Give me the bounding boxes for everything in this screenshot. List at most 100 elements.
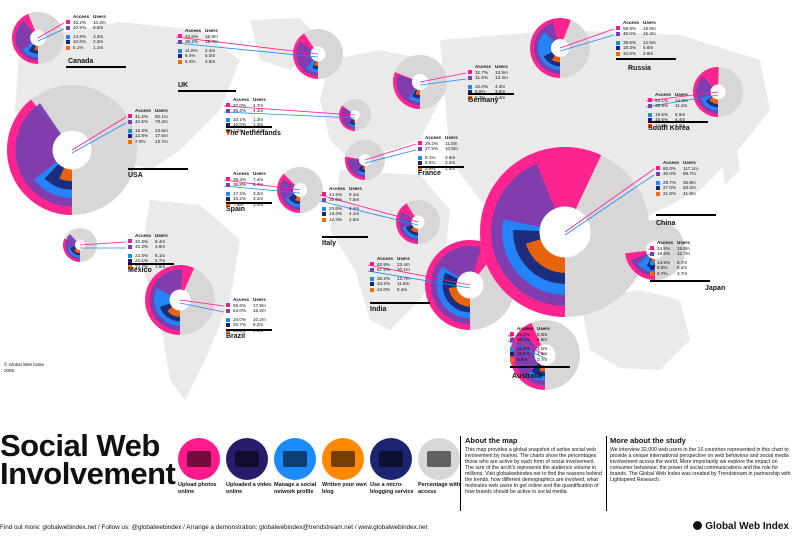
users-header: Users [205,28,218,33]
stats-row: 46.2% 10.2m [66,20,106,26]
users-value: 12.7m [677,251,690,257]
access-header: Access [73,14,90,19]
metric-icon [66,40,70,45]
country-name-russia: Russia [628,65,651,72]
country-underline [226,202,272,204]
access-value: 14.9% [73,33,87,39]
leader-line-canada [37,22,65,39]
access-value: 11.6% [185,47,198,53]
access-header: Access [135,233,152,238]
stats-row: 48.0% 15.3m [616,31,656,37]
metric-icon [178,39,182,44]
metric-icon [616,51,620,56]
country-name-italy: Italy [322,240,337,247]
access-header: Access [233,97,250,102]
stats-panel-india: Access Users 63.9% 22.4m 57.5% 20.1m 36.2% 12.7… [370,256,410,293]
users-value: 20.1m [397,267,410,273]
metric-icon [322,206,326,211]
access-value: 43.5% [329,191,343,197]
leader-line-germany [419,78,467,86]
stats-row: 27.0% 53.2m [656,185,698,191]
leader-line-netherlands [223,111,356,119]
stats-row: 54.0% 16.2m [226,308,266,314]
metric-icon [226,128,230,133]
users-value: 79.2m [155,119,168,125]
users-value: 4.9m [537,337,548,343]
legend-item-3: Written your own blog [322,438,372,495]
leader-line-germany [419,72,467,83]
metric-icon [322,217,326,222]
country-name-china: China [656,220,676,227]
metric-icon [128,139,132,144]
metric-icon [616,26,620,31]
users-value: 5.2m [677,265,688,271]
stats-row: 3.5% 0.44m [226,128,266,134]
leader-line-india [367,264,471,286]
stats-row: 63.9% 22.4m [370,262,410,268]
leader-line-italy [319,200,419,226]
footer-links[interactable]: Find out more: globalwebindex.net / Foll… [0,524,428,531]
access-value: 9.1% [425,154,436,160]
stats-row: 59.6% 17.9m [226,303,266,309]
stats-row: 39.4% 7.4m [226,177,266,183]
metric-icon [178,54,182,59]
metric-icon [656,191,660,196]
leader-line-uk [175,36,319,55]
stats-row: 8.0% 5.2m [650,265,690,271]
stats-row: 42.6% 79.2m [128,119,168,125]
access-value: 5.7% [475,94,486,100]
metric-icon [468,70,472,75]
access-value: 48.0% [623,31,637,37]
access-value: 5.7% [657,270,668,276]
metric-icon [370,276,374,281]
users-value: 2.7m [155,258,166,264]
metric-icon [226,191,230,196]
users-value: 3.6m [495,89,506,95]
stats-panel-uk: Access Users 42.6% 15.9m 36.2% 15.7m 11.6% 2.4m… [178,28,218,65]
access-value: 7.5% [233,201,244,207]
country-name-southkorea: South Korea [648,125,690,132]
users-value: 4.4m [675,117,686,123]
users-value: 3.6m [445,160,456,166]
divider [606,436,607,511]
legend-icon [370,438,412,480]
legend-item-5: Percentage with access [418,438,468,495]
stats-row: 46.0% 89.7m [656,171,698,177]
metric-icon [370,262,374,267]
stats-row: 22.1% 2.7m [128,258,168,264]
access-value: 22.1% [135,258,149,264]
access-value: 10.0% [475,83,489,89]
users-header: Users [253,297,266,302]
stats-panel-germany: Access Users 32.7% 13.9m 31.6% 13.4m 10.0% 4.3m… [468,64,508,101]
stats-panel-russia: Access Users 58.9% 18.8m 48.0% 15.3m 39.6% 12.6… [616,20,656,57]
leader-line-italy [319,194,419,223]
stats-panel-mexico: Access Users 32.8% 6.4m 40.2% 4.8m 23.4% 5.1m 22… [128,233,168,270]
users-value: 1.3m [253,122,264,128]
about-study-section: More about the study We interview 32,000… [610,436,795,483]
country-name-japan: Japan [705,285,726,292]
leader-line-usa [71,116,127,151]
users-value: 15.9m [205,33,218,39]
users-value: 3.3m [93,33,104,39]
country-underline [66,66,126,68]
access-value: 20.7% [233,322,247,328]
metric-icon [418,161,422,166]
access-header: Access [517,326,534,331]
users-value: 2.6m [349,216,360,222]
metric-icon [418,146,422,151]
leader-line-russia [559,28,615,49]
users-header: Users [677,240,690,245]
users-value: 18.8m [643,25,656,31]
stats-row: 11.6% 1.4m [510,351,550,357]
stats-row: 13.7% 1.6m [128,264,168,270]
metric-icon [66,25,70,30]
access-value: 60.0% [663,165,677,171]
metric-icon [510,332,514,337]
users-header: Users [155,233,168,238]
users-value: 53.2m [683,185,696,191]
access-header: Access [425,135,442,140]
users-value: 5.1m [155,252,166,258]
access-value: 46.2% [73,19,87,25]
stats-row: 46.0% 5.0m [510,332,550,338]
stats-row: 20.7% 6.2m [226,322,266,328]
